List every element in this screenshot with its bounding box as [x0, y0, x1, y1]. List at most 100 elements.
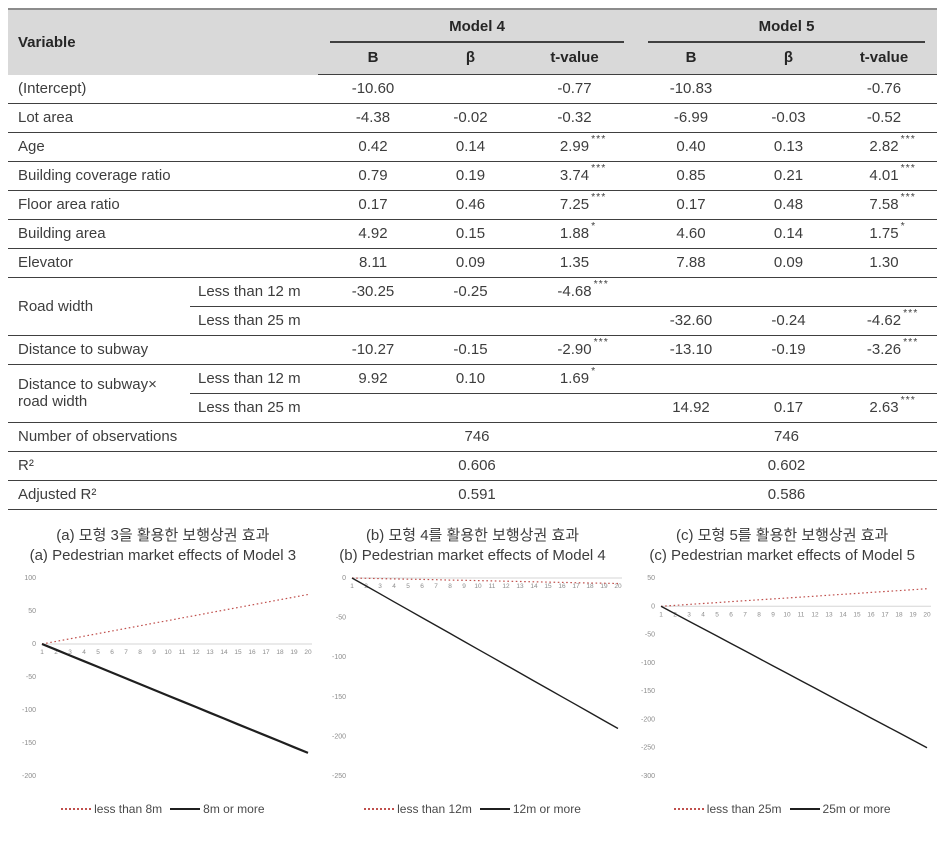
- table-header: Variable Model 4 Model 5 B β t-value B β…: [8, 9, 937, 75]
- value-cell: -10.83: [636, 74, 746, 104]
- significance-stars: ***: [903, 307, 919, 319]
- significance-stars: *: [591, 220, 597, 232]
- x-tick-label: 7: [434, 583, 438, 590]
- legend-item: less than 12m: [364, 802, 472, 816]
- significance-stars: *: [591, 365, 597, 377]
- legend-swatch-dotted: [673, 807, 704, 810]
- value-cell: [831, 277, 937, 307]
- stat-value-cell: 746: [318, 422, 636, 452]
- table-row: Distance to subway× road width Less than …: [8, 364, 937, 423]
- x-tick-label: 19: [910, 611, 918, 618]
- x-tick-label: 11: [798, 611, 805, 618]
- chart-a-title-ko: (a) 모형 3을 활용한 보행상권 효과: [56, 527, 270, 544]
- x-tick-label: 2: [54, 649, 58, 656]
- value-cell: 7.58 ***: [831, 190, 937, 220]
- header-b-m4: B: [318, 43, 428, 75]
- x-tick-label: 17: [882, 611, 890, 618]
- value-cell: -0.19: [746, 335, 831, 365]
- t-value: 7.58: [869, 196, 899, 213]
- t-value: 3.74: [559, 167, 590, 184]
- value-cell: -10.60: [318, 74, 428, 104]
- value-cell: -32.60: [636, 306, 746, 336]
- chart-b-legend: less than 12m 12m or more: [318, 802, 628, 816]
- value-cell: 2.82 ***: [831, 132, 937, 162]
- y-tick-label: -100: [641, 659, 655, 666]
- header-variable: Variable: [8, 9, 318, 75]
- legend-label: 8m or more: [203, 801, 265, 816]
- value-cell: -10.27: [318, 335, 428, 365]
- value-cell: 0.48: [746, 190, 831, 220]
- x-tick-label: 10: [784, 611, 792, 618]
- x-tick-label: 20: [924, 611, 932, 618]
- y-tick-label: -50: [335, 614, 345, 621]
- value-cell: 1.88 *: [513, 219, 636, 249]
- value-cell: -0.32: [513, 103, 636, 133]
- legend-item: less than 25m: [673, 801, 782, 816]
- y-tick-label: 0: [651, 603, 655, 610]
- x-tick-label: 13: [206, 649, 214, 656]
- value-cell: 8.11: [318, 248, 428, 278]
- x-tick-label: 7: [743, 611, 747, 618]
- value-cell: 1.35: [513, 248, 636, 278]
- chart-b-plot: 0 -50 -100 -150 -200 -250 1 2 3 4 5 6 7 8 9 10 11 12 13 14 1…: [318, 568, 628, 802]
- value-cell: 0.14: [746, 219, 831, 249]
- value-cell: [746, 364, 831, 394]
- x-tick-label: 8: [757, 611, 761, 618]
- value-cell: -4.62 ***: [831, 306, 937, 336]
- value-cell: 0.14: [428, 132, 513, 162]
- chart-a-plot: 100 50 0 -50 -100 -150 -200 1 2 3 4 5 6 7 8 9 10 11 12 13 14…: [8, 568, 318, 802]
- header-b-m5: B: [636, 43, 746, 75]
- significance-stars: ***: [591, 162, 607, 174]
- x-tick-label: 3: [68, 649, 72, 656]
- value-cell: -2.90 ***: [513, 335, 636, 365]
- value-cell: 0.85: [636, 161, 746, 191]
- value-cell: -0.02: [428, 103, 513, 133]
- chart-b: (b) 모형 4를 활용한 보행상권 효과 (b) Pedestrian mar…: [318, 526, 628, 816]
- significance-stars: ***: [900, 394, 916, 406]
- y-tick-label: -100: [331, 654, 345, 661]
- table-row: Building area 4.92 0.15 1.88 * 4.60 0.14 1.75 *: [8, 219, 937, 249]
- value-cell: 9.92: [318, 364, 428, 394]
- legend-item: less than 8m: [61, 802, 162, 816]
- table-row: R² 0.606 0.602: [8, 451, 937, 481]
- chart-b-title: (b) 모형 4를 활용한 보행상권 효과 (b) Pedestrian mar…: [318, 526, 628, 566]
- legend-label: less than 25m: [706, 801, 782, 816]
- value-cell: [513, 393, 636, 423]
- value-cell: 1.69 *: [513, 364, 636, 394]
- significance-stars: ***: [591, 133, 607, 145]
- value-cell: [428, 393, 513, 423]
- y-tick-label: -300: [641, 773, 655, 780]
- x-tick-label: 9: [771, 611, 775, 618]
- y-tick-label: 50: [647, 575, 655, 582]
- t-value: 4.01: [869, 167, 899, 184]
- variable-cell: Distance to subway× road width: [8, 364, 190, 423]
- chart-c: (c) 모형 5를 활용한 보행상권 효과 (c) Pedestrian mar…: [627, 526, 937, 816]
- x-tick-label: 8: [138, 649, 142, 656]
- x-tick-label: 18: [586, 583, 594, 590]
- value-cell: [636, 277, 746, 307]
- x-tick-label: 12: [812, 611, 820, 618]
- chart-a: (a) 모형 3을 활용한 보행상권 효과 (a) Pedestrian mar…: [8, 526, 318, 816]
- y-tick-label: -150: [331, 693, 345, 700]
- x-tick-label: 10: [474, 583, 482, 590]
- chart-a-legend: less than 8m 8m or more: [8, 802, 318, 816]
- variable-cell: Age: [8, 132, 318, 162]
- value-cell: -0.15: [428, 335, 513, 365]
- value-cell: 0.17: [746, 393, 831, 423]
- variable-cell: Building area: [8, 219, 318, 249]
- legend-swatch-dotted: [364, 807, 395, 810]
- legend-swatch-solid: [479, 807, 510, 810]
- value-cell: 0.79: [318, 161, 428, 191]
- x-tick-label: 19: [600, 583, 608, 590]
- significance-stars: ***: [900, 162, 916, 174]
- value-cell: [513, 306, 636, 336]
- x-tick-label: 17: [262, 649, 270, 656]
- value-cell: -3.26 ***: [831, 335, 937, 365]
- x-tick-label: 1: [350, 583, 354, 590]
- y-tick-label: -250: [331, 773, 345, 780]
- value-cell: [746, 74, 831, 104]
- table-row: Distance to subway -10.27 -0.15 -2.90 *** -13…: [8, 335, 937, 365]
- table-body: (Intercept) -10.60 -0.77 -10.83 -0.76 Lot are…: [8, 74, 937, 510]
- legend-swatch-dotted: [61, 807, 92, 810]
- stat-value-cell: 0.586: [636, 480, 937, 510]
